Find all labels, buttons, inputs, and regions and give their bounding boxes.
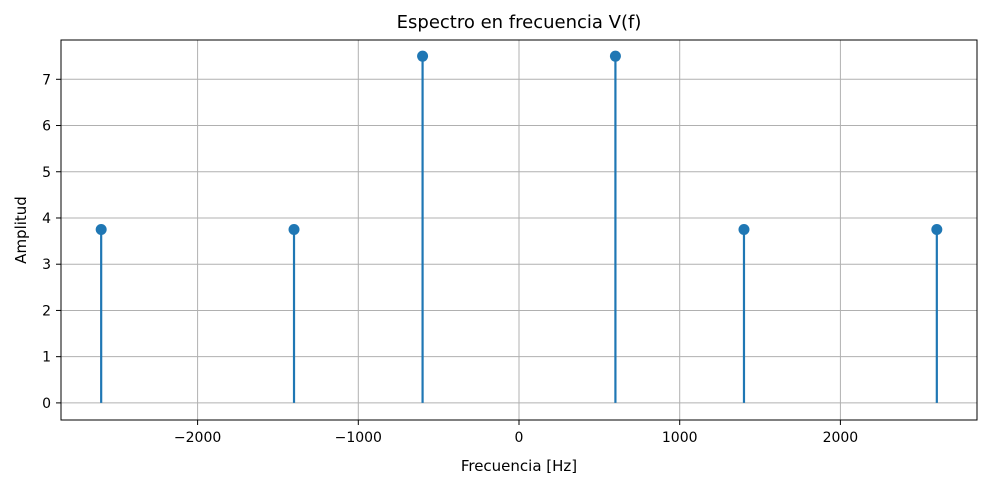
x-tick-label: 2000 (823, 430, 859, 446)
y-tick-label: 3 (42, 257, 51, 273)
y-tick-label: 1 (42, 350, 51, 366)
x-tick-label: 0 (515, 430, 524, 446)
chart-title: Espectro en frecuencia V(f) (397, 12, 642, 33)
stem-marker (417, 50, 429, 62)
stem-marker (95, 224, 107, 236)
x-tick-label: −1000 (335, 430, 382, 446)
y-tick-label: 5 (42, 165, 51, 181)
x-tick-label: −2000 (174, 430, 221, 446)
stem-layer (95, 50, 943, 403)
tick-layer: −2000 −1000 0 1000 2000 0 1 2 3 4 5 6 7 (42, 72, 858, 446)
y-tick-label: 2 (42, 303, 51, 319)
stem-marker (288, 224, 300, 236)
grid-layer (61, 40, 977, 420)
stem-marker (609, 50, 621, 62)
y-tick-label: 0 (42, 396, 51, 412)
y-tick-label: 7 (42, 72, 51, 88)
stem-marker (931, 224, 943, 236)
x-tick-label: 1000 (662, 430, 698, 446)
y-tick-label: 4 (42, 211, 51, 227)
y-tick-label: 6 (42, 119, 51, 135)
x-axis-label: Frecuencia [Hz] (461, 457, 577, 475)
stem-marker (738, 224, 750, 236)
y-axis-label: Amplitud (12, 196, 30, 264)
